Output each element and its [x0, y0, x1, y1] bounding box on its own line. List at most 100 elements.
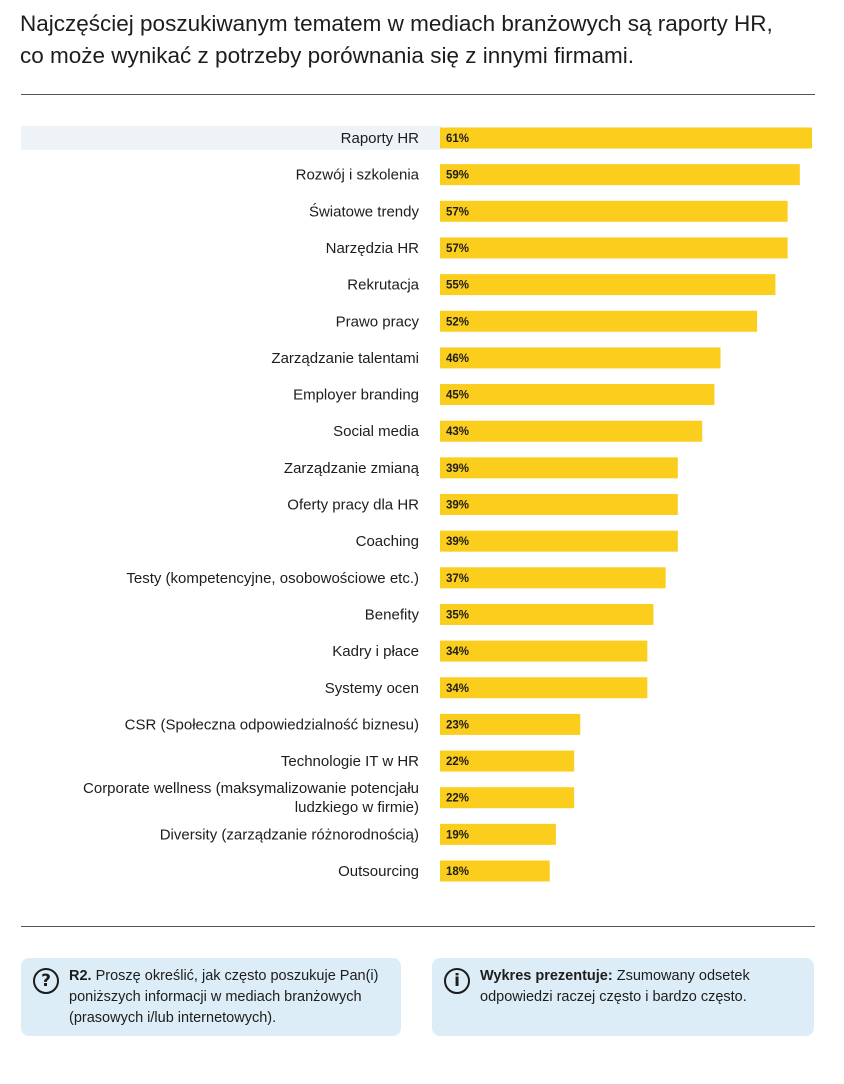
chart-title-line-2: co może wynikać z potrzeby porównania si… — [20, 43, 634, 68]
category-label: Social media — [333, 423, 420, 440]
bar — [440, 164, 800, 186]
bar — [440, 640, 648, 662]
bar-value-label: 35% — [446, 609, 469, 621]
bar — [440, 494, 678, 515]
category-label: Prawo pracy — [336, 313, 420, 330]
bar-value-label: 34% — [446, 646, 469, 658]
category-label-line: Rozwój i szkolenia — [296, 167, 420, 184]
bar-value-label: 39% — [446, 500, 469, 512]
bar — [440, 310, 758, 332]
bar-row: 57% Światowe trendy — [309, 200, 788, 222]
info-text: Zsumowany odsetek odpowiedzi raczej częs… — [480, 968, 750, 1005]
info-icon: i — [444, 968, 470, 994]
bar — [440, 457, 678, 479]
bar-chart: 61% Raporty HR 59% Rozwój i szkolenia 57% Świ… — [21, 126, 812, 882]
category-label-line: Testy (kompetencyjne, osobowościowe etc.… — [126, 570, 419, 587]
category-label: Outsourcing — [338, 863, 419, 880]
top-divider — [21, 94, 815, 95]
chart-title: Najczęściej poszukiwanym tematem w media… — [20, 8, 820, 72]
category-label-line: Raporty HR — [341, 130, 420, 147]
bar-row: 35% Benefity — [365, 603, 654, 625]
category-label: Narzędzia HR — [326, 240, 420, 257]
category-label-line: Technologie IT w HR — [281, 753, 419, 770]
bar-row: 34% Kadry i płace — [332, 640, 648, 662]
category-label: Employer branding — [293, 387, 419, 404]
bar-row: 22% Corporate wellness (maksymalizowanie … — [83, 780, 575, 816]
bar-row: 39% Oferty pracy dla HR — [287, 494, 678, 515]
bar-row: 37% Testy (kompetencyjne, osobowościowe e… — [126, 567, 666, 589]
bar-row: 43% Social media — [333, 420, 703, 442]
category-label: Corporate wellness (maksymalizowanie pot… — [83, 780, 419, 816]
bar — [440, 384, 715, 406]
bar-value-label: 59% — [446, 170, 469, 182]
bar-row: 61% Raporty HR — [21, 126, 812, 150]
category-label: Technologie IT w HR — [281, 753, 419, 770]
bar-value-label: 45% — [446, 390, 469, 402]
category-label-line: Coaching — [356, 533, 419, 550]
category-label-line: Corporate wellness (maksymalizowanie pot… — [83, 780, 419, 797]
bar-value-label: 43% — [446, 426, 469, 438]
category-label-line: Oferty pracy dla HR — [287, 497, 419, 514]
bar — [440, 713, 581, 735]
category-label-line: CSR (Społeczna odpowiedzialność biznesu) — [125, 716, 419, 733]
category-label-line: Narzędzia HR — [326, 240, 420, 257]
bar-value-label: 46% — [446, 353, 469, 365]
bar — [440, 860, 550, 882]
bar-row: 39% Zarządzanie zmianą — [284, 457, 678, 479]
question-code: R2. — [69, 968, 92, 984]
category-label-line: Światowe trendy — [309, 202, 420, 220]
category-label: Zarządzanie talentami — [271, 350, 419, 367]
bar — [440, 347, 721, 369]
bar-value-label: 57% — [446, 206, 469, 218]
bar-value-label: 22% — [446, 793, 469, 805]
category-label-line: Outsourcing — [338, 863, 419, 880]
bar-value-label: 34% — [446, 683, 469, 695]
bar-value-label: 52% — [446, 316, 469, 328]
bar — [440, 530, 678, 552]
bar-value-label: 19% — [446, 829, 469, 841]
bar-row: 19% Diversity (zarządzanie różnorodnością… — [160, 823, 556, 845]
bar-value-label: 39% — [446, 463, 469, 475]
bar-value-label: 55% — [446, 280, 469, 292]
bar — [440, 420, 703, 442]
bar-row: 23% CSR (Społeczna odpowiedzialność bizne… — [125, 713, 581, 735]
bar-row: 46% Zarządzanie talentami — [271, 347, 721, 369]
row-highlight — [21, 126, 441, 150]
category-label: Diversity (zarządzanie różnorodnością) — [160, 826, 419, 843]
info-note: i Wykres prezentuje: Zsumowany odsetek o… — [432, 958, 814, 1036]
category-label: Rekrutacja — [347, 277, 419, 294]
question-icon: ? — [33, 968, 59, 994]
bar — [440, 750, 575, 772]
category-label: Coaching — [356, 533, 419, 550]
category-label-line: Social media — [333, 423, 420, 440]
info-heading: Wykres prezentuje: — [480, 968, 613, 984]
category-label-line: Employer branding — [293, 387, 419, 404]
category-label: Benefity — [365, 606, 420, 623]
category-label: Systemy ocen — [325, 680, 419, 697]
category-label-line: ludzkiego w firmie) — [295, 799, 419, 816]
bar-row: 57% Narzędzia HR — [326, 237, 788, 259]
bar-value-label: 18% — [446, 866, 469, 878]
category-label: Kadry i płace — [332, 643, 419, 660]
bar-row: 39% Coaching — [356, 530, 678, 552]
bar — [440, 274, 776, 296]
bar-row: 22% Technologie IT w HR — [281, 750, 575, 772]
bar-row: 34% Systemy ocen — [325, 677, 648, 699]
category-label-line: Kadry i płace — [332, 643, 419, 660]
category-label-line: Benefity — [365, 606, 420, 623]
bar-row: 59% Rozwój i szkolenia — [296, 164, 800, 186]
bar — [440, 677, 648, 699]
bar — [440, 200, 788, 222]
bar-value-label: 23% — [446, 719, 469, 731]
bar-row: 52% Prawo pracy — [336, 310, 758, 332]
bar — [440, 567, 666, 589]
bar-value-label: 22% — [446, 756, 469, 768]
category-label: Testy (kompetencyjne, osobowościowe etc.… — [126, 570, 419, 587]
bar-row: 45% Employer branding — [293, 384, 715, 406]
category-label-line: Zarządzanie zmianą — [284, 460, 420, 477]
category-label-line: Diversity (zarządzanie różnorodnością) — [160, 826, 419, 843]
category-label: Rozwój i szkolenia — [296, 167, 420, 184]
category-label-line: Rekrutacja — [347, 277, 419, 294]
bar-row: 18% Outsourcing — [338, 860, 550, 882]
bar-row: 55% Rekrutacja — [347, 274, 776, 296]
